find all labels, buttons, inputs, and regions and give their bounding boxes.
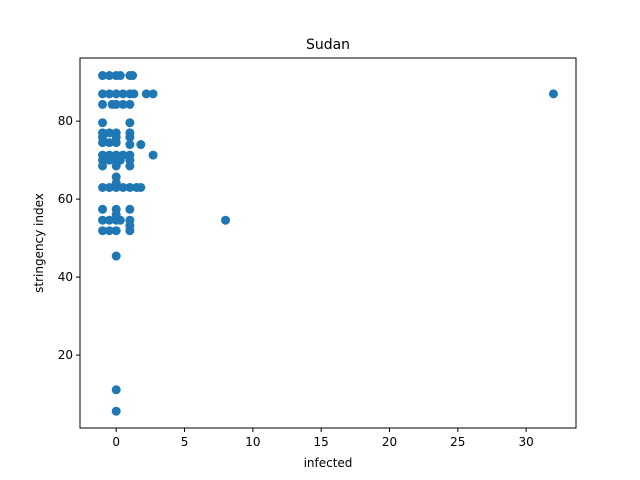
data-point — [104, 155, 114, 165]
data-point — [104, 226, 114, 236]
data-point — [111, 99, 121, 109]
data-point — [111, 251, 121, 261]
x-tick-label: 5 — [181, 435, 189, 449]
y-tick-label: 20 — [58, 348, 73, 362]
data-point — [125, 99, 135, 109]
x-tick-label: 0 — [112, 435, 120, 449]
data-point — [136, 182, 146, 192]
data-point — [98, 161, 108, 171]
data-point — [104, 89, 114, 99]
data-point — [98, 226, 108, 236]
data-point — [98, 182, 108, 192]
y-tick-label: 80 — [58, 114, 73, 128]
y-ticks: 20 40 60 80 — [58, 114, 80, 362]
y-tick-label: 60 — [58, 192, 73, 206]
x-tick-label: 20 — [382, 435, 397, 449]
x-tick-label: 25 — [450, 435, 465, 449]
data-point — [118, 89, 128, 99]
data-point — [125, 161, 135, 171]
data-point — [104, 138, 114, 148]
data-point — [98, 215, 108, 225]
data-point — [104, 128, 114, 138]
data-point — [98, 204, 108, 214]
data-point — [125, 132, 135, 142]
data-point — [104, 215, 114, 225]
data-point — [118, 182, 128, 192]
plot-frame — [79, 57, 577, 429]
data-point — [111, 138, 121, 148]
y-axis-label: stringency index — [32, 193, 46, 293]
data-point — [111, 182, 121, 192]
data-point — [548, 89, 558, 99]
data-point — [136, 140, 146, 150]
data-point — [125, 182, 135, 192]
points-layer — [98, 71, 558, 416]
data-point — [129, 89, 139, 99]
data-point — [111, 385, 121, 395]
x-axis-label: infected — [304, 456, 353, 470]
data-point — [148, 89, 158, 99]
data-point — [125, 226, 135, 236]
data-point — [221, 215, 231, 225]
data-point — [98, 118, 108, 128]
data-point — [98, 89, 108, 99]
data-point — [128, 71, 138, 81]
data-point — [104, 182, 114, 192]
data-point — [125, 204, 135, 214]
data-point — [148, 150, 158, 160]
x-tick-label: 10 — [245, 435, 260, 449]
x-ticks: 0 5 10 15 20 25 30 — [112, 428, 534, 449]
data-point — [111, 161, 121, 171]
data-point — [111, 226, 121, 236]
data-point — [98, 71, 108, 81]
x-tick-label: 30 — [518, 435, 533, 449]
data-point — [111, 89, 121, 99]
data-point — [104, 71, 114, 81]
data-point — [111, 406, 121, 416]
x-tick-label: 15 — [314, 435, 329, 449]
data-point — [98, 99, 108, 109]
data-point — [118, 99, 128, 109]
data-point — [98, 138, 108, 148]
data-point — [125, 140, 135, 150]
y-tick-label: 40 — [58, 270, 73, 284]
chart-title: Sudan — [306, 37, 350, 53]
data-point — [115, 215, 125, 225]
data-point — [125, 118, 135, 128]
data-point — [141, 89, 151, 99]
data-point — [115, 71, 125, 81]
